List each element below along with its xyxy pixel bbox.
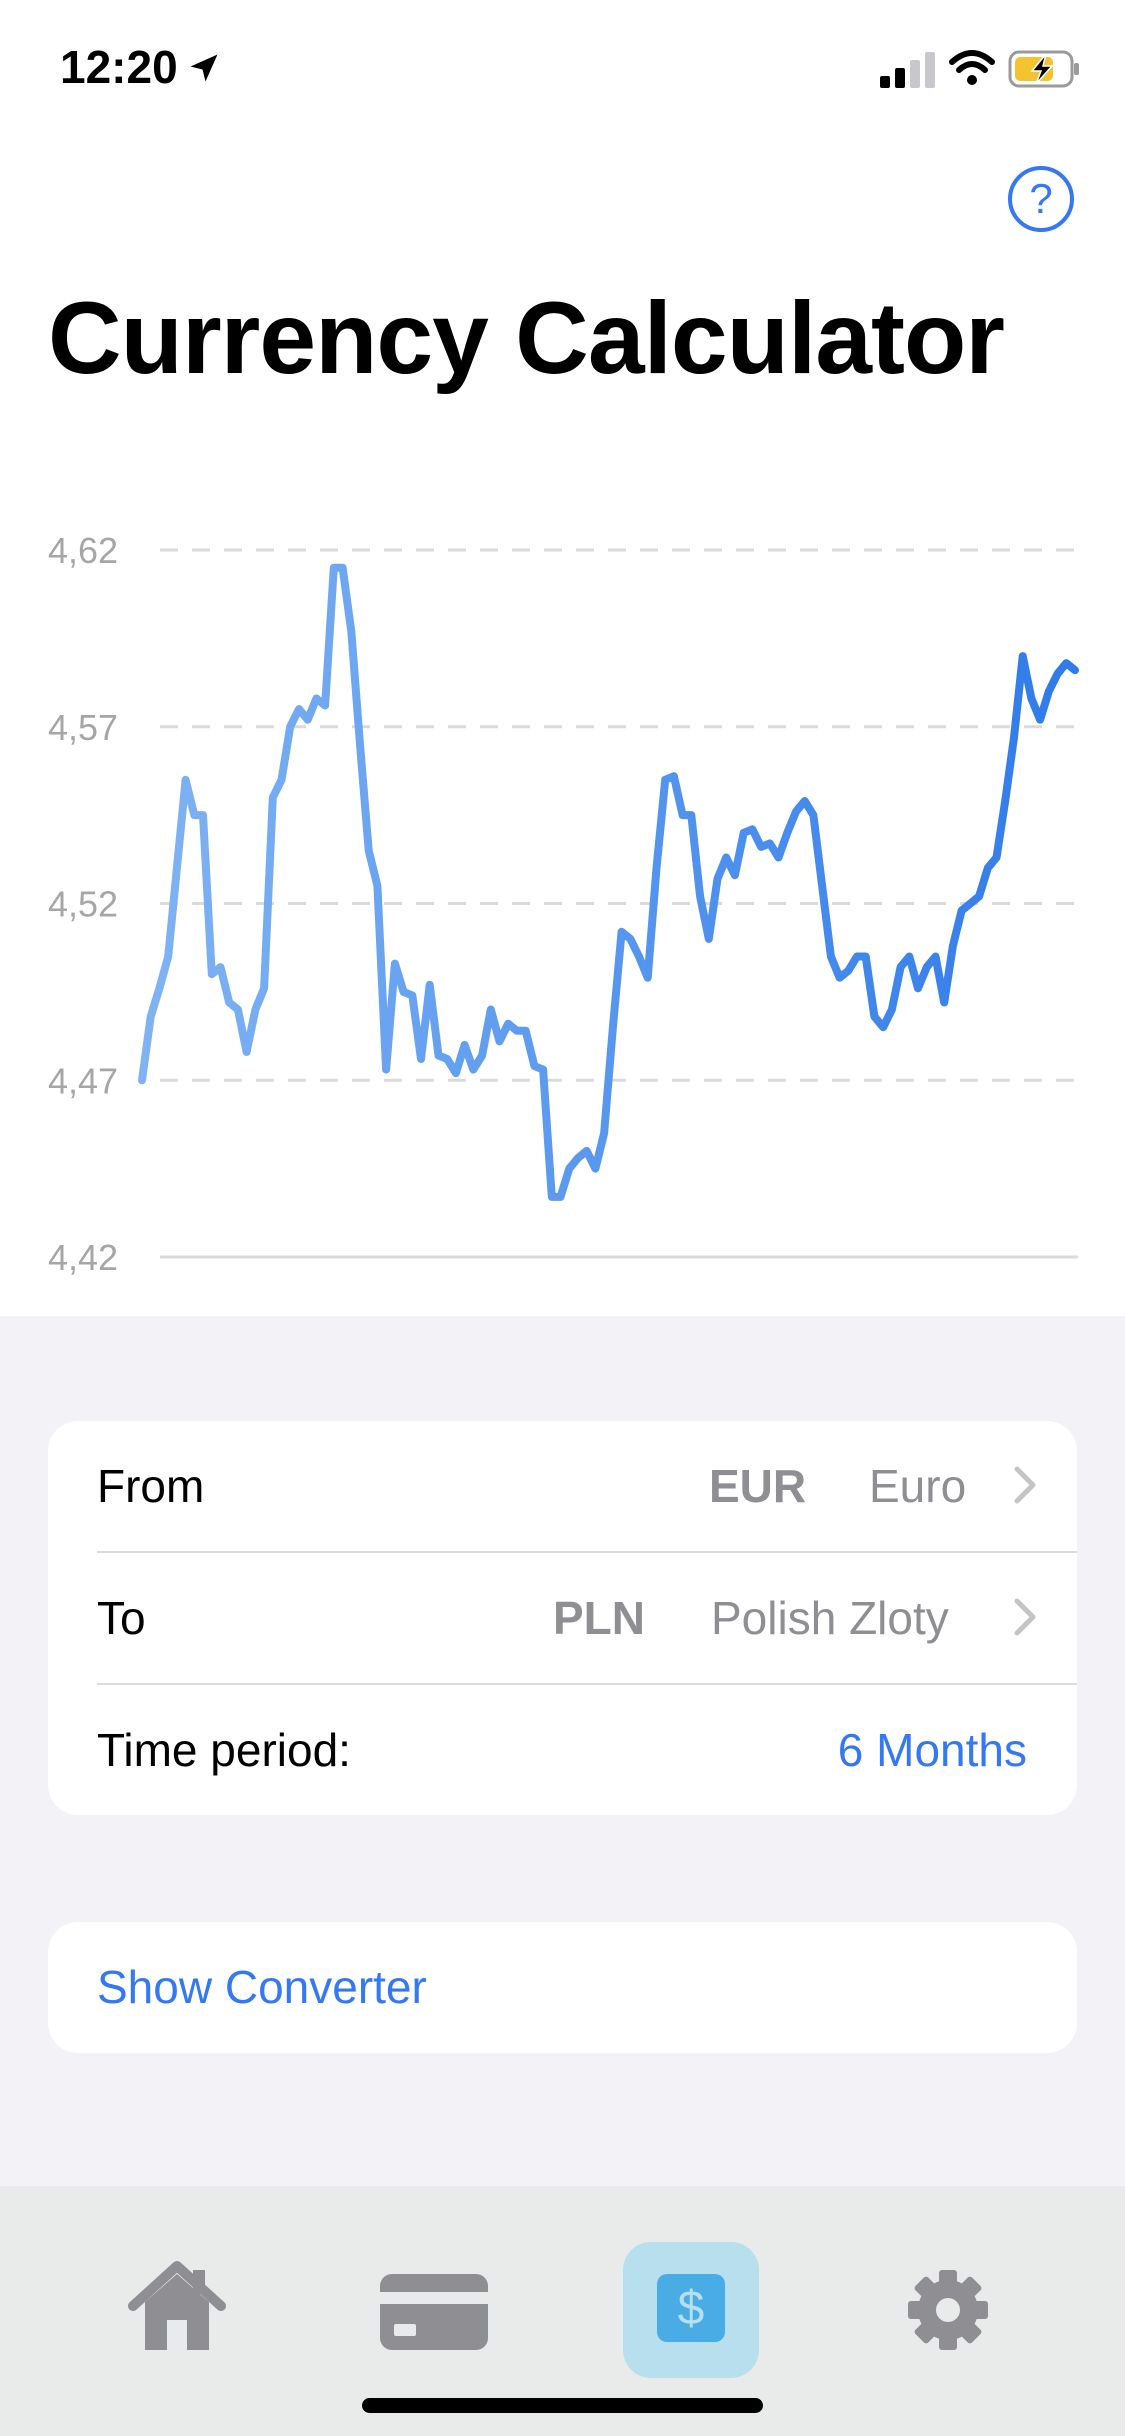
tab-settings[interactable] — [878, 2240, 1018, 2380]
to-label: To — [97, 1592, 146, 1644]
y-tick-label: 4,42 — [48, 1237, 118, 1278]
series-line — [138, 563, 1079, 1201]
status-time: 12:20 — [60, 41, 178, 93]
time-period-label: Time period: — [97, 1724, 351, 1776]
help-icon[interactable]: ? — [1008, 166, 1074, 232]
exchange-rate-chart: 4,62 4,57 4,52 4,47 4,42 — [48, 530, 1079, 1278]
settings-card: From EUR Euro To PLN Polish Zloty Time p… — [48, 1421, 1077, 1815]
y-tick-label: 4,62 — [48, 530, 118, 571]
battery-charging-icon — [1008, 50, 1079, 88]
to-currency-code: PLN — [553, 1592, 645, 1644]
from-currency-name: Euro — [869, 1460, 967, 1512]
time-period-value[interactable]: 6 Months — [837, 1724, 1027, 1776]
y-tick-label: 4,47 — [48, 1060, 118, 1101]
location-arrow-icon — [190, 54, 218, 82]
tab-cards[interactable] — [364, 2240, 504, 2380]
dollar-glyph: $ — [678, 2282, 705, 2335]
tab-currency[interactable]: $ — [621, 2240, 761, 2380]
converter-card: Show Converter — [48, 1922, 1077, 2053]
y-tick-label: 4,57 — [48, 707, 118, 748]
show-converter-button[interactable]: Show Converter — [97, 1961, 427, 2013]
row-divider — [97, 1683, 1077, 1685]
to-currency-name: Polish Zloty — [711, 1592, 949, 1644]
home-indicator — [362, 2398, 763, 2413]
wifi-icon — [949, 50, 995, 85]
chevron-right-icon — [1014, 1466, 1036, 1504]
to-row[interactable]: To PLN Polish Zloty — [48, 1553, 1077, 1684]
dollar-icon: $ — [657, 2274, 725, 2342]
from-label: From — [97, 1460, 205, 1512]
page-title: Currency Calculator — [48, 281, 1005, 395]
cellular-signal-icon — [880, 52, 935, 88]
credit-card-icon — [380, 2274, 488, 2350]
tab-home[interactable] — [107, 2240, 247, 2380]
from-currency-code: EUR — [709, 1460, 807, 1512]
time-period-row[interactable]: Time period: 6 Months — [48, 1685, 1077, 1815]
chevron-right-icon — [1014, 1598, 1036, 1636]
gear-icon — [908, 2270, 988, 2350]
from-row[interactable]: From EUR Euro — [48, 1421, 1077, 1552]
house-icon — [128, 2261, 226, 2350]
row-divider — [97, 1551, 1077, 1553]
y-tick-label: 4,52 — [48, 884, 118, 925]
